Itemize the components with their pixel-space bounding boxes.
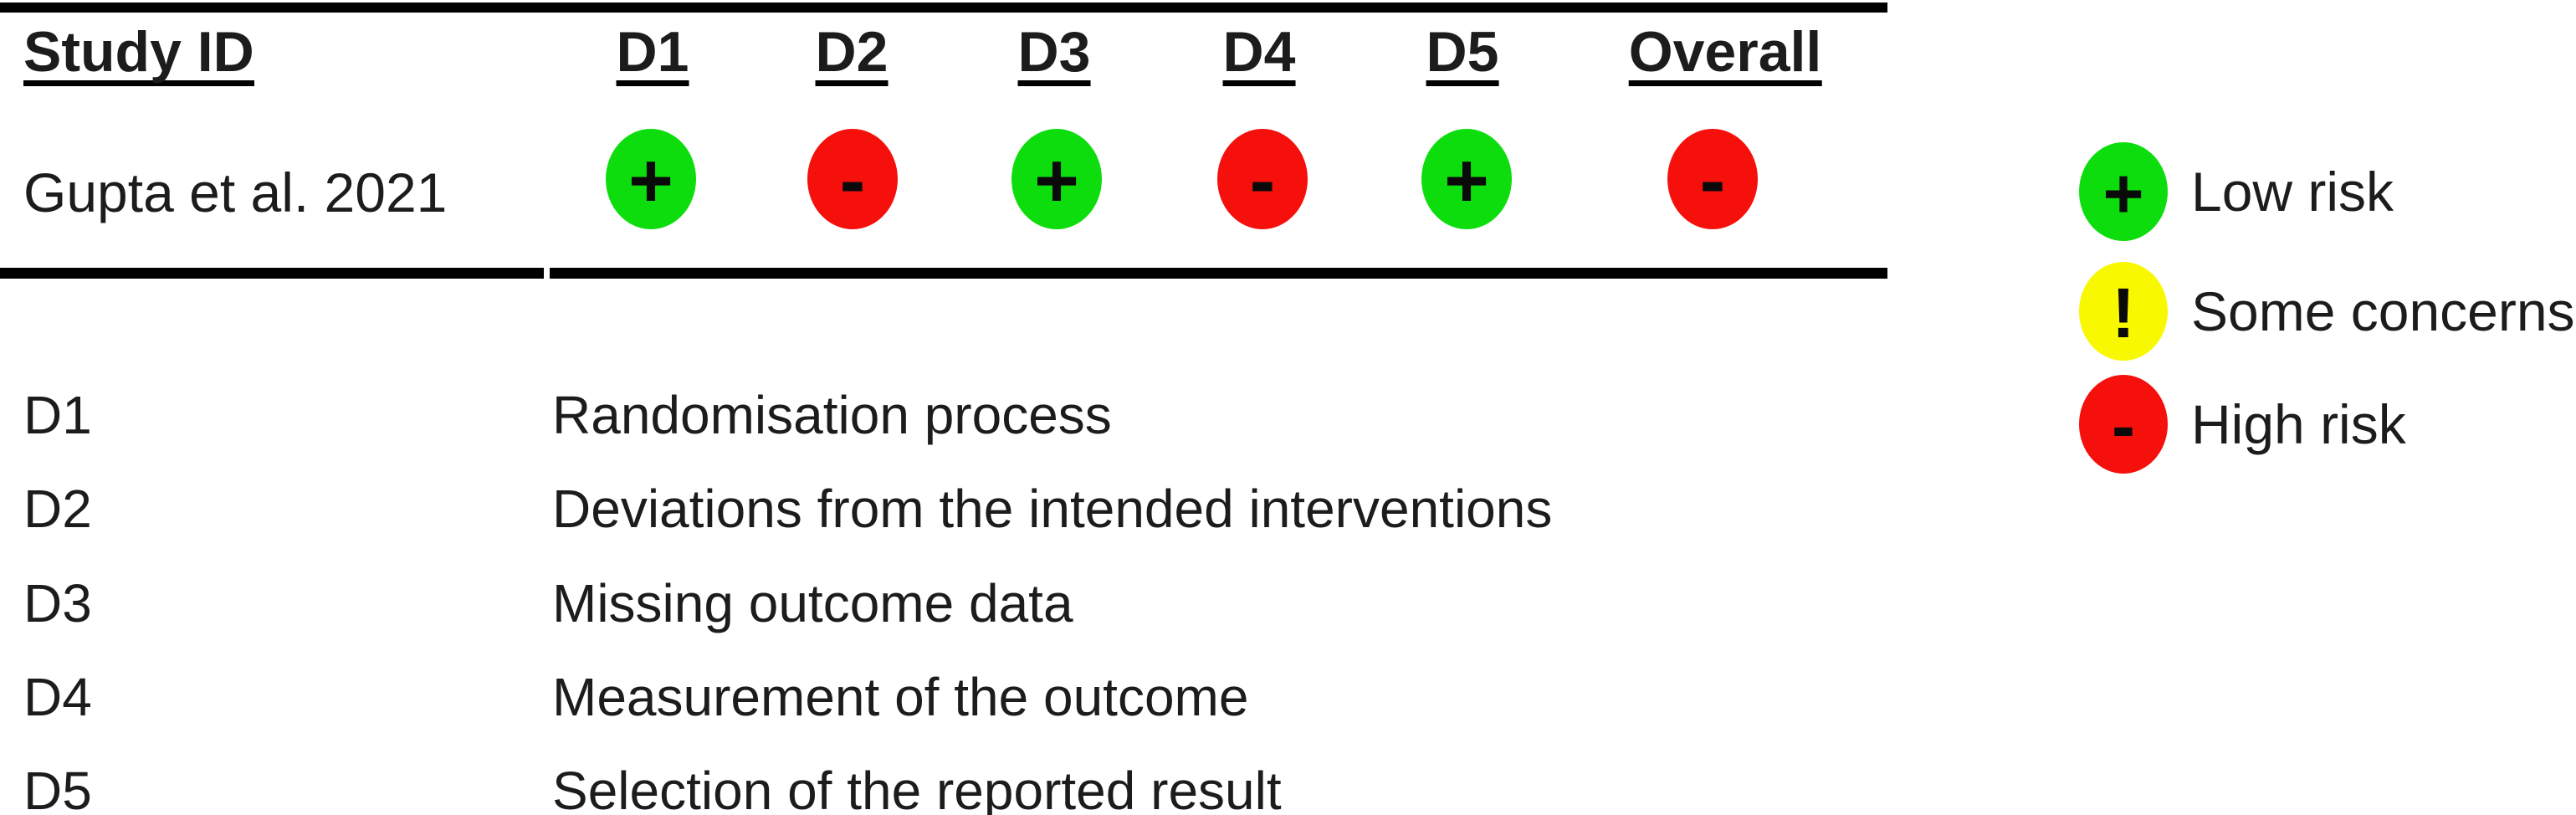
definition-label: Missing outcome data xyxy=(552,573,1073,633)
domain-header-d2: D2 xyxy=(815,23,889,86)
study-id-header: Study ID xyxy=(23,23,254,86)
definition-code: D3 xyxy=(23,573,92,633)
minus-icon: - xyxy=(839,138,866,223)
minus-icon: - xyxy=(1699,138,1726,223)
exclamation-icon: ! xyxy=(2112,274,2135,352)
plus-icon: + xyxy=(1034,138,1079,223)
plus-icon: + xyxy=(1444,138,1489,223)
plus-icon: + xyxy=(2102,154,2144,233)
judgement-circle-overall: - xyxy=(1667,129,1758,229)
definition-code: D4 xyxy=(23,667,92,727)
legend-item-some-concerns: ! Some concerns xyxy=(2079,262,2575,361)
some-concerns-icon: ! xyxy=(2079,262,2168,361)
legend-item-high-risk: - High risk xyxy=(2079,375,2406,474)
judgement-circle-d3: + xyxy=(1011,129,1102,229)
judgement-circle-d2: - xyxy=(807,129,898,229)
minus-icon: - xyxy=(2112,387,2135,465)
judgement-circle-d1: + xyxy=(606,129,696,229)
judgement-circle-d4: - xyxy=(1217,129,1308,229)
definition-code: D1 xyxy=(23,385,92,445)
table-top-border xyxy=(0,3,1887,13)
definition-label: Selection of the reported result xyxy=(552,761,1282,815)
domain-header-d3: D3 xyxy=(1017,23,1091,86)
judgement-circle-d5: + xyxy=(1421,129,1512,229)
table-bottom-border-right xyxy=(550,268,1887,279)
table-bottom-border-left xyxy=(0,268,544,279)
minus-icon: - xyxy=(1249,138,1276,223)
legend-label: Low risk xyxy=(2191,161,2394,223)
high-risk-icon: - xyxy=(2079,375,2168,474)
domain-header-d5: D5 xyxy=(1426,23,1499,86)
definition-code: D5 xyxy=(23,761,92,815)
plus-icon: + xyxy=(628,138,673,223)
domain-header-overall: Overall xyxy=(1628,23,1822,86)
legend-label: High risk xyxy=(2191,393,2406,455)
definition-label: Randomisation process xyxy=(552,385,1112,445)
definition-label: Measurement of the outcome xyxy=(552,667,1249,727)
legend-label: Some concerns xyxy=(2191,280,2575,342)
domain-header-d4: D4 xyxy=(1222,23,1296,86)
study-label: Gupta et al. 2021 xyxy=(23,161,448,223)
definition-label: Deviations from the intended interventio… xyxy=(552,479,1553,539)
domain-header-d1: D1 xyxy=(616,23,689,86)
legend-item-low-risk: + Low risk xyxy=(2079,142,2394,241)
definition-code: D2 xyxy=(23,479,92,539)
low-risk-icon: + xyxy=(2079,142,2168,241)
